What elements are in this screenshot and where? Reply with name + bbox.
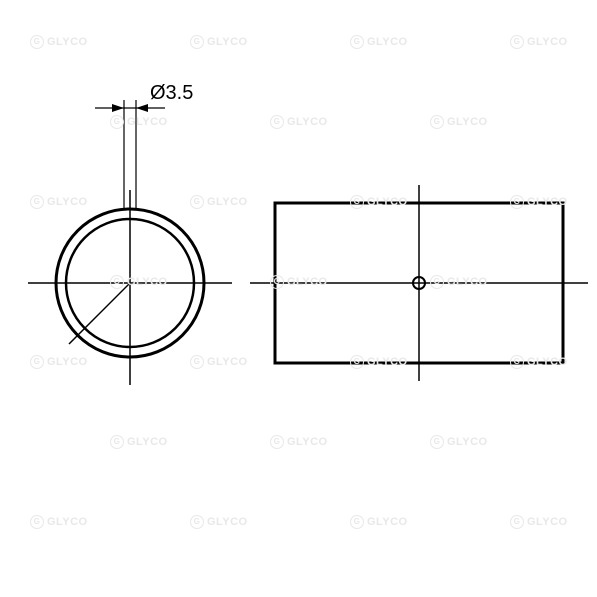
rect-view xyxy=(250,185,588,381)
circle-view xyxy=(28,100,232,385)
radius-line xyxy=(69,283,130,344)
diameter-label: Ø3.5 xyxy=(150,82,193,105)
dim-arrow-right xyxy=(136,104,148,112)
dim-arrow-left xyxy=(112,104,124,112)
technical-drawing xyxy=(0,0,597,597)
